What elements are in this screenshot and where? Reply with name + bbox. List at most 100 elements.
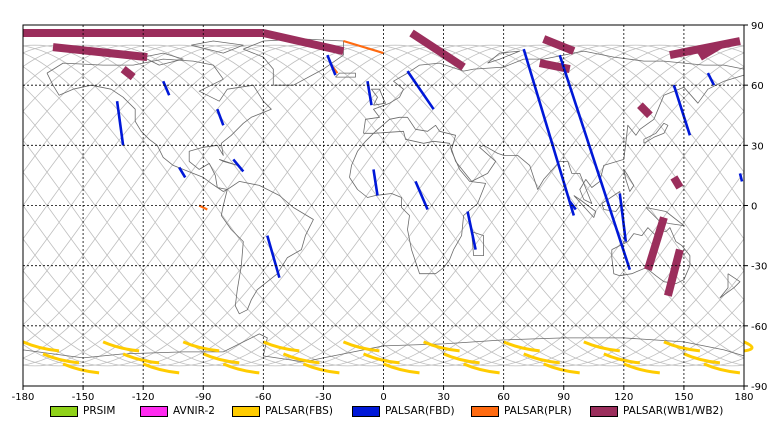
legend-swatch: [140, 405, 168, 417]
palsar-fbs-swath: [282, 352, 320, 365]
legend-item: PALSAR(FBS): [232, 404, 333, 418]
legend-label: PRSIM: [83, 405, 116, 417]
palsar-fbs-swath: [583, 340, 620, 353]
palsar-fbs-swath: [663, 340, 701, 353]
coastline: [191, 40, 244, 54]
palsar-wb-swath: [697, 41, 723, 61]
palsar-fbs-swath: [603, 352, 640, 365]
coastline: [645, 207, 685, 226]
legend-label: PALSAR(FBD): [385, 405, 455, 417]
legend-swatch: [232, 405, 260, 417]
legend-item: PRSIM: [50, 404, 115, 418]
palsar-fbs-swath: [362, 352, 400, 365]
palsar-fbs-swath: [62, 362, 100, 375]
palsar-fbd-swath: [326, 54, 337, 76]
x-tick-label: 0: [380, 392, 386, 403]
palsar-plr-swath: [343, 39, 384, 55]
palsar-wb-swath: [120, 65, 136, 81]
x-tick-label: -150: [72, 392, 95, 403]
lat-lon-grid: [23, 25, 744, 386]
legend-swatch: [50, 405, 78, 417]
palsar-fbs-swath: [422, 340, 460, 353]
legend-label: AVNIR-2: [173, 405, 215, 417]
y-tick-label: 30: [751, 141, 764, 152]
palsar-fbs-swath: [442, 352, 480, 365]
legend-swatch: [590, 405, 618, 417]
palsar-fbd-swath: [216, 108, 225, 126]
coastline: [719, 273, 741, 299]
palsar-fbs-swath: [222, 362, 260, 375]
palsar-fbs-swath: [22, 340, 60, 353]
palsar-wb-swath: [644, 216, 668, 271]
palsar-fbd-swath: [618, 193, 628, 242]
y-tick-label: -60: [751, 322, 767, 333]
palsar-fbs-swath: [462, 362, 500, 375]
coastline: [335, 72, 356, 78]
legend-swatch: [352, 405, 380, 417]
x-tick-label: -180: [12, 392, 35, 403]
legend-label: PALSAR(FBS): [265, 405, 333, 417]
palsar-fbd-swath: [466, 211, 477, 250]
x-tick-label: -120: [132, 392, 155, 403]
legend-item: PALSAR(WB1/WB2): [590, 404, 723, 418]
palsar-fbs-swath: [262, 340, 300, 353]
palsar-fbd-swath: [738, 173, 744, 182]
legend: PRSIM AVNIR-2 PALSAR(FBS) PALSAR(FBD) PALSAR…: [0, 400, 770, 424]
palsar-plr-swath: [198, 204, 208, 211]
palsar-fbs-swath: [382, 362, 420, 375]
x-tick-label: 60: [497, 392, 510, 403]
palsar-fbs-swath: [543, 362, 580, 375]
coastline: [643, 122, 669, 144]
palsar-wb-swath: [262, 29, 345, 56]
palsar-wb-swath: [409, 29, 466, 71]
axis-labels: -180 -150 -120 -90 -60 -30 0 30 60 90 120 150 180 90 6…: [12, 21, 768, 403]
palsar-fbd-swath: [706, 72, 716, 86]
palsar-wb-swath: [669, 37, 741, 60]
palsar-fbd-swath: [372, 169, 379, 196]
palsar-fbs-swath: [102, 340, 140, 353]
y-tick-label: 0: [751, 202, 757, 213]
y-tick-label: 90: [751, 21, 764, 32]
palsar-fbs-swath: [683, 352, 721, 365]
x-tick-label: 180: [734, 392, 753, 403]
y-tick-label: 60: [751, 81, 764, 92]
y-tick-label: -90: [751, 382, 767, 393]
palsar-fbs-swath: [182, 340, 220, 353]
palsar-fbs-swath: [743, 340, 754, 353]
coastline: [349, 130, 486, 275]
x-tick-label: -60: [255, 392, 271, 403]
coastline: [611, 227, 691, 285]
palsar-fbd-swath: [178, 166, 187, 179]
coastline: [623, 169, 635, 192]
y-tick-label: -30: [751, 262, 767, 273]
palsar-wb-swath: [670, 175, 684, 190]
palsar-wb-swath: [637, 102, 653, 119]
coastline: [220, 181, 314, 315]
x-tick-label: -90: [195, 392, 211, 403]
palsar-fbd-swath: [266, 235, 281, 279]
palsar-fbs-swath: [623, 362, 660, 375]
legend-label: PALSAR(WB1/WB2): [623, 405, 724, 417]
coastline: [487, 50, 521, 64]
palsar-fbs-swath: [523, 352, 560, 365]
legend-label: PALSAR(PLR): [504, 405, 572, 417]
x-tick-label: 30: [437, 392, 450, 403]
palsar-fbd-swath: [414, 180, 429, 211]
palsar-fbd-swath: [115, 101, 125, 146]
palsar-fbs-swath: [503, 340, 540, 353]
palsar-fbd-swath: [522, 48, 576, 216]
coastline: [573, 195, 597, 218]
legend-item: PALSAR(PLR): [471, 404, 572, 418]
palsar-fbs-swath: [42, 352, 80, 365]
palsar-fbs-swath: [142, 362, 180, 375]
palsar-fbs-swath: [302, 362, 340, 375]
x-tick-label: -30: [315, 392, 331, 403]
palsar-fbd-swath: [406, 70, 435, 110]
x-tick-label: 120: [614, 392, 633, 403]
coastline: [471, 231, 484, 256]
palsar-wb-swath: [52, 43, 148, 62]
palsar-fbs-swath: [703, 362, 741, 375]
palsar-fbd-swath: [672, 84, 692, 136]
palsar-wb-swath: [664, 248, 684, 297]
